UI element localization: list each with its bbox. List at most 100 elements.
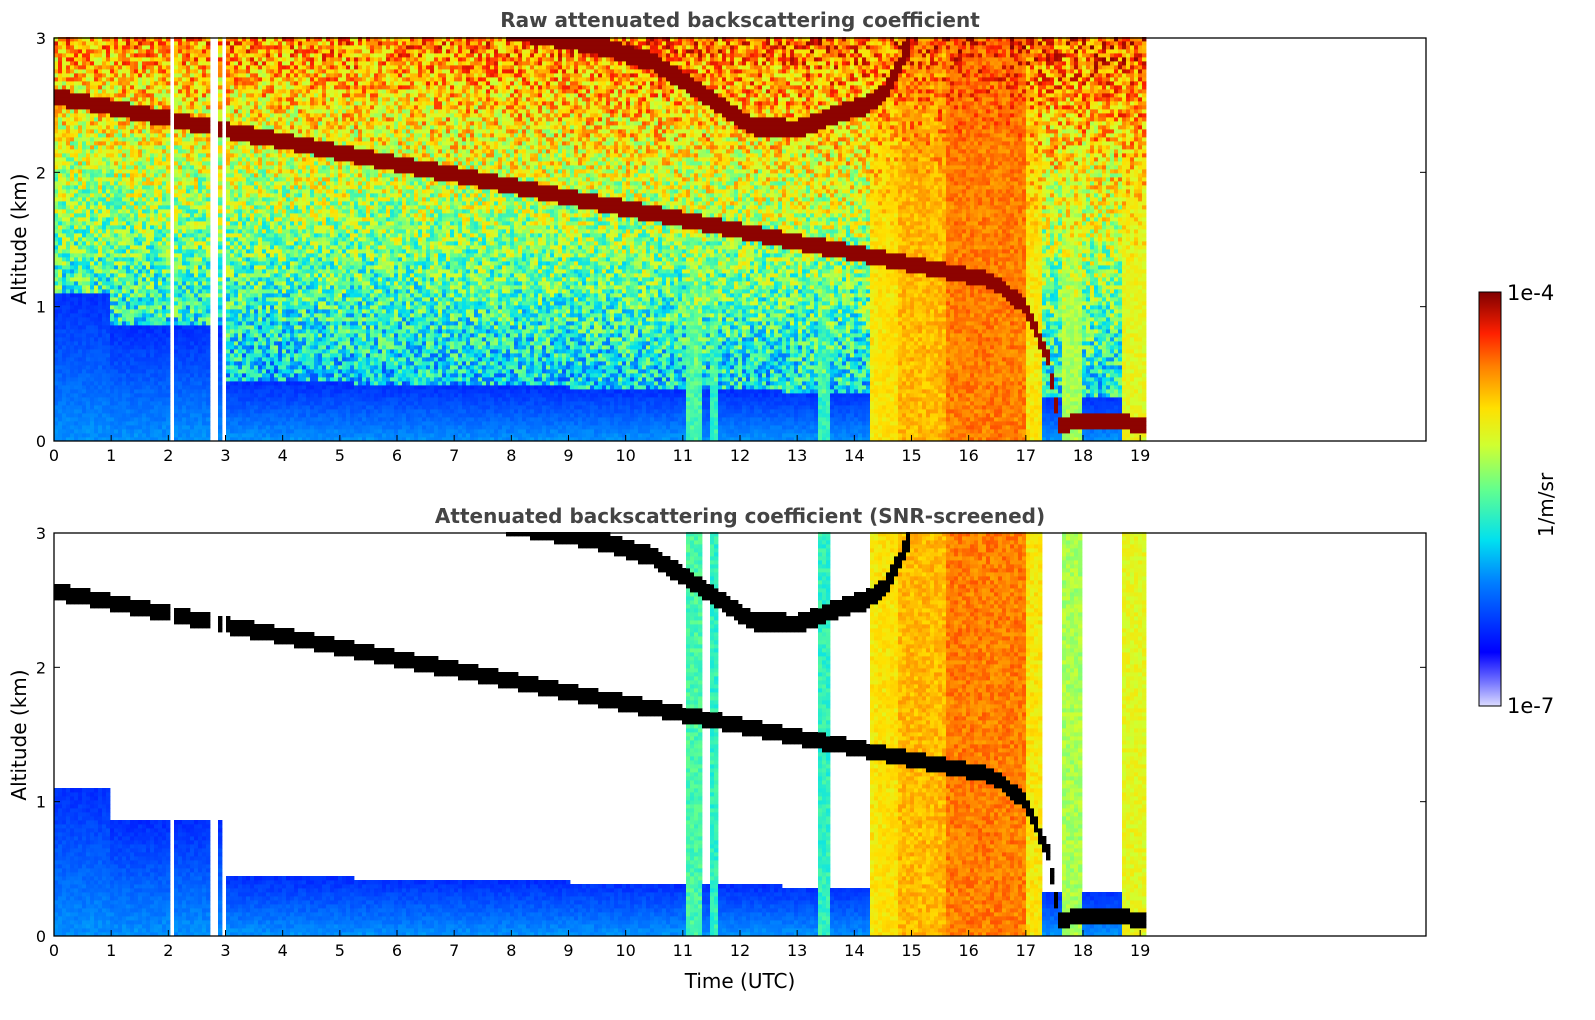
heatmap-cell (70, 381, 75, 386)
heatmap-cell (250, 49, 255, 54)
heatmap-cell (122, 169, 127, 174)
heatmap-cell (86, 273, 91, 278)
heatmap-cell (70, 369, 75, 374)
heatmap-cell (126, 257, 131, 262)
heatmap-cell (194, 353, 199, 358)
heatmap-cell (70, 69, 75, 74)
heatmap-cell (66, 293, 71, 298)
heatmap-cell (146, 41, 151, 46)
heatmap-cell (134, 241, 139, 246)
heatmap-cell (250, 269, 255, 274)
heatmap-cell (110, 353, 115, 358)
heatmap-cell (134, 77, 139, 82)
heatmap-cell (74, 141, 79, 146)
heatmap-cell (218, 409, 223, 414)
heatmap-cell (114, 413, 119, 418)
heatmap-cell (78, 281, 83, 286)
heatmap-cell (90, 181, 95, 186)
heatmap-cell (74, 385, 79, 390)
heatmap-cell (62, 77, 67, 82)
heatmap-cell (90, 261, 95, 266)
heatmap-cell (118, 169, 123, 174)
heatmap-cell (62, 241, 67, 246)
heatmap-cell (118, 417, 123, 422)
heatmap-cell (262, 329, 267, 334)
heatmap-cell (62, 265, 67, 270)
heatmap-cell (126, 437, 131, 442)
heatmap-cell (94, 365, 99, 370)
heatmap-cell (118, 205, 123, 210)
heatmap-cell (146, 401, 151, 406)
heatmap-cell (62, 229, 67, 234)
heatmap-cell (74, 225, 79, 230)
heatmap-cell (110, 121, 115, 126)
heatmap-cell (186, 89, 191, 94)
heatmap-cell (266, 433, 271, 438)
heatmap-cell (218, 413, 223, 418)
heatmap-cell (190, 365, 195, 370)
heatmap-cell (226, 173, 231, 178)
heatmap-cell (122, 261, 127, 266)
heatmap-cell (162, 277, 167, 282)
heatmap-cell (206, 277, 211, 282)
heatmap-cell (70, 361, 75, 366)
heatmap-cell (206, 265, 211, 270)
heatmap-cell (82, 253, 87, 258)
heatmap-cell (118, 321, 123, 326)
heatmap-cell (130, 41, 135, 46)
heatmap-cell (238, 57, 243, 62)
heatmap-cell (62, 221, 67, 226)
heatmap-cell (58, 365, 63, 370)
heatmap-cell (230, 385, 235, 390)
heatmap-cell (246, 93, 251, 98)
heatmap-cell (130, 297, 135, 302)
heatmap-cell (178, 333, 183, 338)
heatmap-cell (70, 137, 75, 142)
heatmap-cell (118, 337, 123, 342)
heatmap-cell (190, 181, 195, 186)
heatmap-cell (182, 365, 187, 370)
heatmap-cell (162, 185, 167, 190)
heatmap-cell (186, 281, 191, 286)
heatmap-cell (78, 93, 83, 98)
heatmap-cell (66, 417, 71, 422)
heatmap-cell (158, 253, 163, 258)
heatmap-cell (98, 169, 103, 174)
heatmap-cell (226, 357, 231, 362)
heatmap-cell (74, 93, 79, 98)
heatmap-cell (254, 189, 259, 194)
heatmap-cell (182, 109, 187, 114)
heatmap-cell (90, 189, 95, 194)
heatmap-cell (178, 97, 183, 102)
heatmap-cell (114, 321, 119, 326)
heatmap-cell (118, 113, 123, 118)
heatmap-cell (78, 329, 83, 334)
heatmap-cell (86, 345, 91, 350)
heatmap-cell (230, 57, 235, 62)
heatmap-cell (166, 301, 171, 306)
heatmap-cell (82, 213, 87, 218)
heatmap-cell (114, 41, 119, 46)
heatmap-cell (98, 181, 103, 186)
heatmap-cell (158, 353, 163, 358)
heatmap-cell (150, 121, 155, 126)
heatmap-cell (98, 377, 103, 382)
heatmap-cell (258, 173, 263, 178)
heatmap-cell (150, 109, 155, 114)
heatmap-cell (78, 153, 83, 158)
heatmap-cell (142, 381, 147, 386)
heatmap-cell (238, 329, 243, 334)
heatmap-cell (142, 197, 147, 202)
heatmap-cell (90, 41, 95, 46)
heatmap-cell (118, 341, 123, 346)
heatmap-cell (174, 309, 179, 314)
heatmap-cell (238, 249, 243, 254)
heatmap-cell (110, 53, 115, 58)
heatmap-cell (114, 417, 119, 422)
heatmap-cell (142, 133, 147, 138)
heatmap-cell (94, 161, 99, 166)
heatmap-cell (62, 437, 67, 442)
heatmap-cell (178, 385, 183, 390)
heatmap-cell (246, 365, 251, 370)
heatmap-cell (202, 185, 207, 190)
